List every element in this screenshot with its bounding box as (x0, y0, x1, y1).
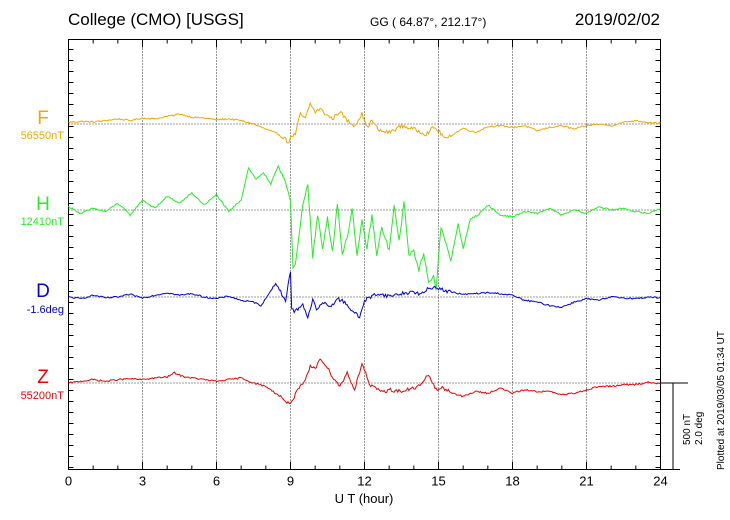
series-h-line (68, 164, 661, 291)
channel-d-baseline: -1.6deg (26, 304, 64, 316)
x-tick-label: 6 (213, 474, 220, 489)
scale-bar (660, 382, 688, 470)
channel-d-label: D (36, 281, 50, 302)
station-title: College (CMO) [USGS] (68, 10, 244, 29)
channel-z-baseline: 55200nT (20, 390, 64, 402)
x-tick-label: 15 (431, 474, 445, 489)
channel-h-baseline: 12410nT (20, 216, 64, 228)
series-f-line (68, 101, 661, 144)
series-traces (68, 101, 661, 405)
x-tick-label: 21 (579, 474, 593, 489)
plot-date: 2019/02/02 (574, 10, 660, 29)
station-coords: GG ( 64.87°, 212.17°) (370, 15, 487, 29)
x-tick-label: 12 (357, 474, 371, 489)
x-tick-label: 0 (65, 474, 72, 489)
series-d-line (68, 271, 661, 320)
series-z-line (68, 358, 661, 405)
x-tick-label: 18 (505, 474, 519, 489)
channel-f-baseline: 56550nT (20, 130, 64, 142)
x-axis-label: U T (hour) (335, 491, 394, 506)
x-tick-label: 24 (653, 474, 667, 489)
plot-frame (68, 39, 661, 470)
x-axis-ticks: 0 3 6 9 12 15 18 21 24 (65, 39, 668, 489)
scale-label-deg: 2.0 deg (694, 411, 705, 445)
channel-f-label: F (37, 108, 49, 129)
plotted-timestamp: Plotted at 2019/03/05 01:34 UT (716, 331, 727, 470)
x-tick-label: 9 (287, 474, 294, 489)
scale-label-nt: 500 nT (682, 413, 693, 445)
x-tick-label: 3 (139, 474, 146, 489)
channel-z-label: Z (37, 367, 49, 388)
grid-lines (68, 39, 661, 470)
channel-h-label: H (36, 194, 50, 215)
